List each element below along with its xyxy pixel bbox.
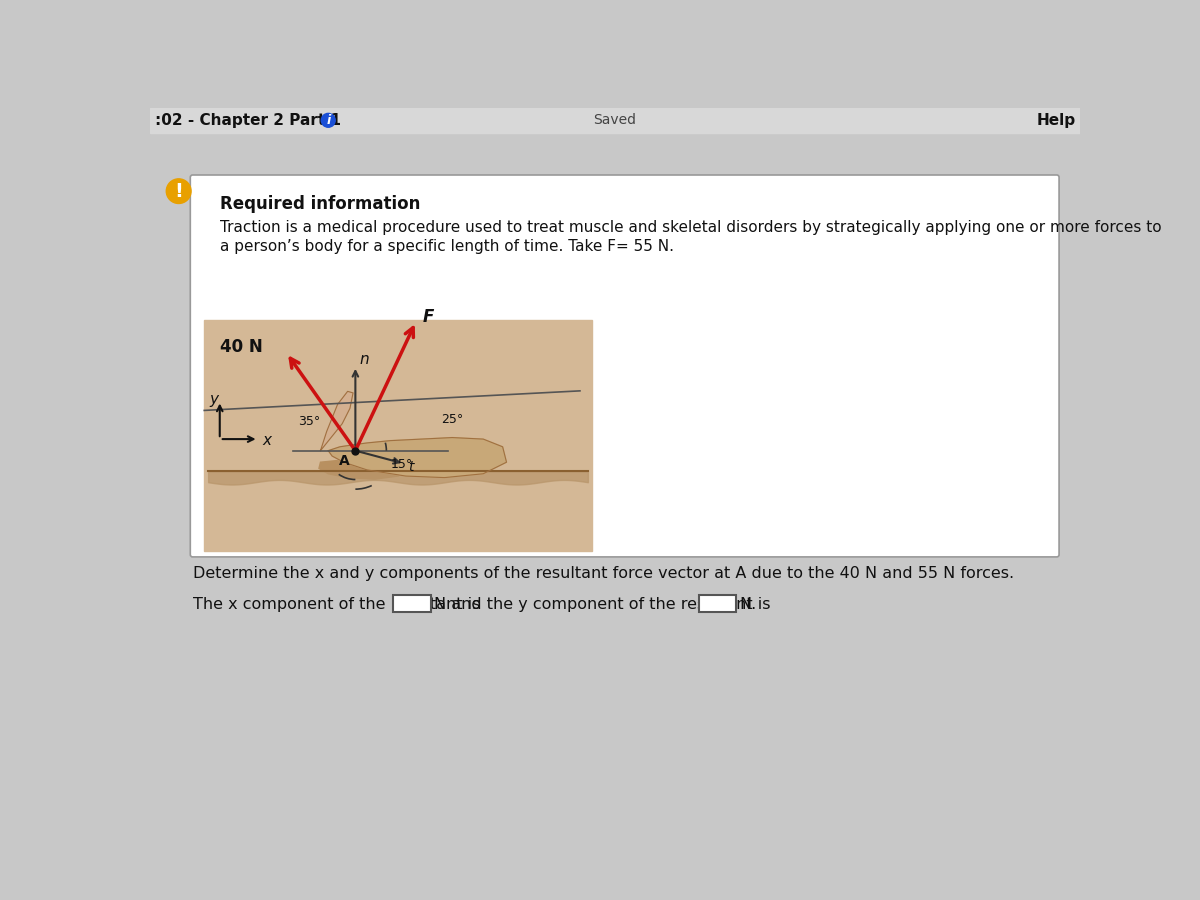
Text: i: i: [326, 113, 330, 127]
Text: Help: Help: [1037, 112, 1075, 128]
Polygon shape: [320, 392, 353, 451]
Bar: [204, 320, 592, 551]
Text: The x component of the resultant is: The x component of the resultant is: [193, 598, 480, 612]
Polygon shape: [329, 437, 506, 478]
Text: 40 N: 40 N: [221, 338, 263, 356]
Text: !: !: [174, 182, 184, 201]
Text: n: n: [359, 352, 368, 367]
Circle shape: [322, 113, 335, 127]
Polygon shape: [319, 461, 414, 479]
Text: a person’s body for a specific length of time. Take F= 55 N.: a person’s body for a specific length of…: [220, 239, 673, 254]
FancyBboxPatch shape: [191, 175, 1060, 557]
Bar: [698, 596, 736, 612]
Text: Required information: Required information: [220, 195, 420, 213]
Text: N and the y component of the resultant is: N and the y component of the resultant i…: [433, 598, 770, 612]
Text: A: A: [340, 454, 350, 468]
Text: Saved: Saved: [594, 113, 636, 127]
Text: Traction is a medical procedure used to treat muscle and skeletal disorders by s: Traction is a medical procedure used to …: [220, 220, 1162, 235]
Text: x: x: [263, 433, 271, 448]
Text: 15°: 15°: [390, 458, 413, 471]
Bar: [394, 596, 431, 612]
Circle shape: [167, 179, 191, 203]
Text: 35°: 35°: [298, 415, 320, 428]
Text: t: t: [408, 461, 414, 474]
Text: y: y: [209, 392, 218, 407]
Text: Determine the x and y components of the resultant force vector at A due to the 4: Determine the x and y components of the …: [193, 566, 1014, 581]
Text: F: F: [422, 308, 433, 326]
Text: :02 - Chapter 2 Part 1: :02 - Chapter 2 Part 1: [155, 112, 341, 128]
Text: 25°: 25°: [440, 413, 463, 427]
Text: N.: N.: [739, 598, 756, 612]
Bar: [150, 108, 1080, 132]
